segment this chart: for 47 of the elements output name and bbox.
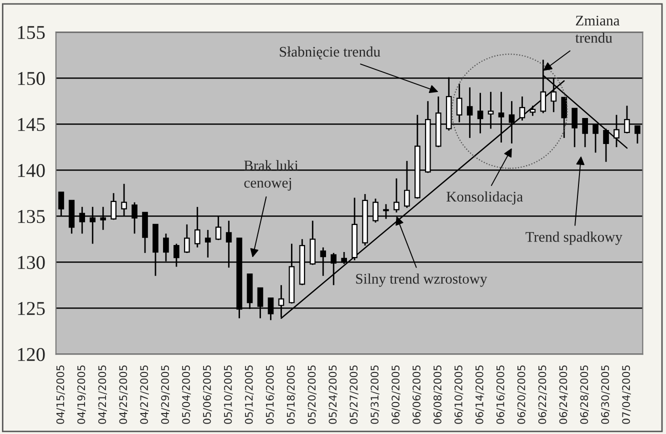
annotation: Konsolidacja: [446, 191, 523, 205]
x-tick-label: 06/16/2005: [496, 365, 506, 424]
y-tick-label: 120: [18, 348, 45, 362]
x-tick-label: 06/20/2005: [517, 365, 526, 424]
x-tick-label: 06/30/2005: [601, 365, 610, 424]
y-tick-label: 155: [18, 26, 45, 40]
y-tick-label: 150: [18, 72, 45, 86]
x-tick-label: 05/20/2005: [308, 365, 316, 424]
x-tick-label: 07/04/2005: [622, 365, 631, 424]
x-tick-label: 04/19/2005: [77, 365, 86, 424]
x-tick-label: 06/14/2005: [475, 365, 484, 424]
candlestick: [184, 224, 190, 254]
x-tick-label: 04/21/2005: [98, 365, 107, 424]
x-tick-label: 05/16/2005: [266, 365, 275, 424]
annotation: Silny trend wzrostowy: [356, 273, 488, 287]
annotation: Zmiana trendu: [575, 16, 620, 43]
x-tick-label: 05/31/2005: [370, 365, 380, 424]
x-tick-label: 06/10/2005: [454, 365, 464, 424]
x-tick-label: 06/08/2005: [434, 365, 442, 424]
annotation: Słabnięcie trendu: [280, 46, 380, 60]
x-tick-label: 05/12/2005: [244, 365, 254, 424]
candlestick: [204, 229, 211, 258]
x-tick-label: 04/25/2005: [119, 365, 128, 424]
x-tick-label: 05/18/2005: [286, 365, 296, 424]
x-tick-label: 06/02/2005: [392, 365, 400, 424]
x-tick-label: 05/10/2005: [224, 365, 233, 424]
x-tick-label: 04/27/2005: [140, 365, 149, 424]
x-tick-label: 05/24/2005: [328, 365, 338, 424]
x-tick-label: 04/29/2005: [161, 365, 170, 424]
annotation: Trend spadkowy: [526, 232, 622, 245]
y-tick-label: 140: [18, 164, 45, 178]
x-tick-label: 05/27/2005: [350, 365, 358, 424]
y-tick-label: 135: [18, 210, 45, 224]
x-tick-label: 05/06/2005: [203, 365, 212, 424]
candlestick: [519, 96, 526, 122]
y-tick-label: 125: [18, 302, 45, 316]
annotation: Brak luki cenowej: [244, 160, 298, 191]
y-tick-label: 130: [18, 256, 45, 270]
candlestick: [530, 105, 536, 117]
x-tick-label: 06/28/2005: [580, 365, 589, 424]
x-tick-label: 05/04/2005: [182, 365, 191, 424]
x-tick-label: 06/06/2005: [412, 365, 422, 424]
candlestick: [394, 178, 400, 214]
y-tick-label: 145: [18, 118, 45, 132]
x-tick-label: 06/22/2005: [538, 365, 547, 424]
x-tick-label: 04/15/2005: [56, 365, 66, 424]
x-tick-label: 06/24/2005: [559, 365, 568, 424]
